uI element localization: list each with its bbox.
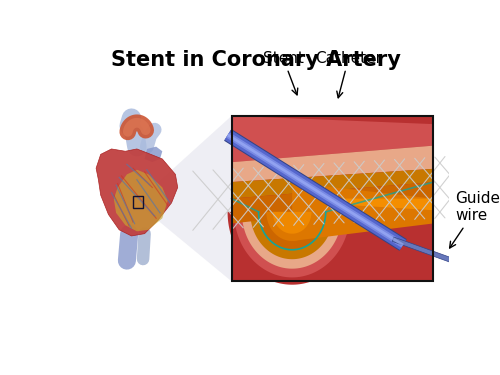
Polygon shape <box>232 169 434 199</box>
Polygon shape <box>227 134 404 246</box>
Polygon shape <box>114 170 168 231</box>
Polygon shape <box>250 212 334 259</box>
Polygon shape <box>242 212 342 268</box>
Polygon shape <box>232 146 434 182</box>
Polygon shape <box>234 212 350 278</box>
Text: Catheter: Catheter <box>315 51 382 98</box>
Polygon shape <box>226 132 404 248</box>
Polygon shape <box>258 212 326 250</box>
Polygon shape <box>232 116 434 281</box>
Polygon shape <box>464 262 477 270</box>
Text: Stent: Stent <box>263 51 304 95</box>
Polygon shape <box>144 147 162 162</box>
Polygon shape <box>224 129 407 251</box>
Polygon shape <box>342 199 434 210</box>
Text: Stent in Coronary Artery: Stent in Coronary Artery <box>112 50 401 70</box>
Polygon shape <box>228 212 356 285</box>
Polygon shape <box>232 116 434 162</box>
Polygon shape <box>292 183 434 241</box>
Text: Guide
wire: Guide wire <box>450 191 500 248</box>
Polygon shape <box>232 182 434 224</box>
Polygon shape <box>224 130 406 250</box>
Polygon shape <box>143 116 232 281</box>
Polygon shape <box>266 212 318 241</box>
Bar <box>133 196 143 208</box>
Polygon shape <box>392 237 465 267</box>
Polygon shape <box>273 212 312 234</box>
Polygon shape <box>96 149 178 236</box>
Bar <box>232 116 434 281</box>
Bar <box>232 116 434 281</box>
